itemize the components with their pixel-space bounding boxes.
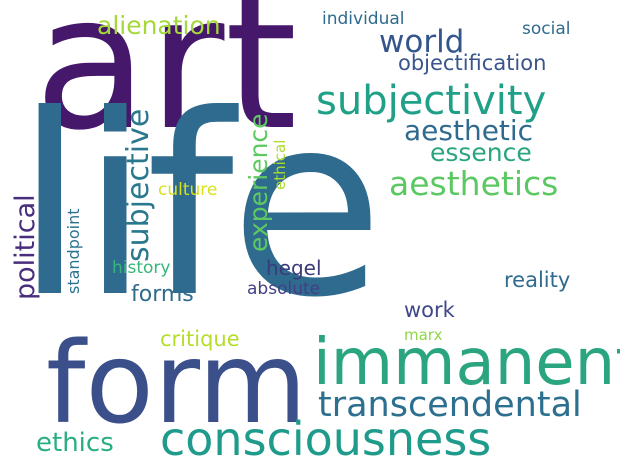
word-absolute: absolute <box>247 279 321 299</box>
word-ethical: ethical <box>271 139 289 190</box>
word-life: life <box>15 61 384 352</box>
word-marx: marx <box>404 326 443 344</box>
word-alienation: alienation <box>97 11 221 40</box>
word-individual: individual <box>322 9 405 29</box>
word-objectification: objectification <box>398 51 547 75</box>
word-subjective: subjective <box>121 108 156 262</box>
word-transcendental: transcendental <box>318 385 582 425</box>
word-political: political <box>10 194 41 300</box>
word-culture: culture <box>158 180 218 200</box>
word-consciousness: consciousness <box>160 412 492 466</box>
word-ethics: ethics <box>36 428 114 458</box>
word-form: form <box>46 319 308 449</box>
word-world: world <box>379 24 465 60</box>
word-standpoint: standpoint <box>64 208 83 294</box>
word-hegel: hegel <box>266 256 322 280</box>
word-aesthetic: aesthetic <box>404 114 534 147</box>
word-forms: forms <box>131 282 194 307</box>
word-reality: reality <box>504 268 571 292</box>
word-subjectivity: subjectivity <box>316 78 547 124</box>
word-immanent: immanent <box>313 326 620 400</box>
word-critique: critique <box>160 327 240 351</box>
word-history: history <box>112 258 171 278</box>
word-aesthetics: aesthetics <box>389 164 559 203</box>
word-experience: experience <box>244 113 273 252</box>
word-art: art <box>34 0 298 171</box>
word-social: social <box>522 19 571 39</box>
word-work: work <box>404 298 455 322</box>
word-essence: essence <box>430 138 532 167</box>
